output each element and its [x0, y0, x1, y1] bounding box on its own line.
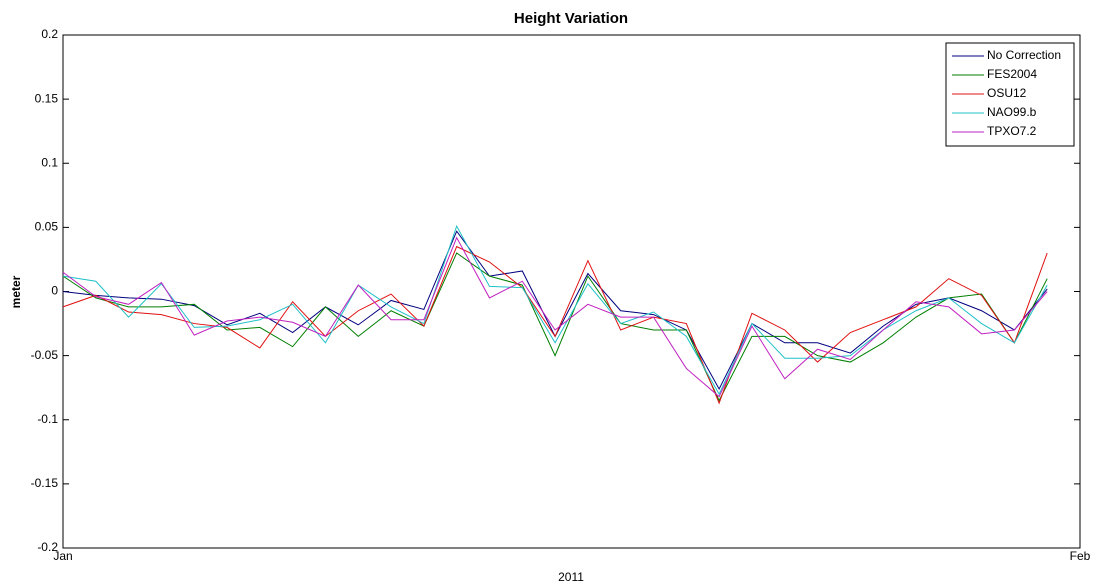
legend-label: OSU12 [987, 86, 1027, 100]
x-tick-label: Jan [53, 549, 72, 563]
legend-label: FES2004 [987, 67, 1037, 81]
series-line [62, 236, 1048, 398]
series-line [62, 245, 1048, 405]
legend: No Correction FES2004 OSU12 NAO99.b TPXO7.2 [945, 42, 1075, 147]
y-axis-label: meter [9, 275, 23, 308]
y-tick-label: 0.1 [41, 155, 58, 169]
legend-label: TPXO7.2 [987, 124, 1037, 138]
x-tick-label: Feb [1070, 549, 1091, 563]
series-line [62, 224, 1048, 396]
plot-frame [62, 34, 1081, 549]
y-tick-label: 0 [51, 284, 58, 298]
x-axis-label: 2011 [558, 570, 584, 584]
series-line [62, 252, 1048, 402]
y-tick-label: -0.1 [37, 412, 58, 426]
chart-title: Height Variation [514, 10, 628, 27]
y-tick-label: -0.05 [31, 348, 59, 362]
legend-label: No Correction [987, 48, 1061, 62]
legend-label: NAO99.b [987, 105, 1037, 119]
series-line [62, 230, 1048, 391]
y-tick-label: 0.15 [35, 91, 59, 105]
y-tick-label: -0.2 [37, 540, 58, 554]
y-tick-label: 0.2 [41, 27, 58, 41]
y-tick-label: -0.15 [31, 476, 59, 490]
y-tick-label: 0.05 [35, 220, 59, 234]
